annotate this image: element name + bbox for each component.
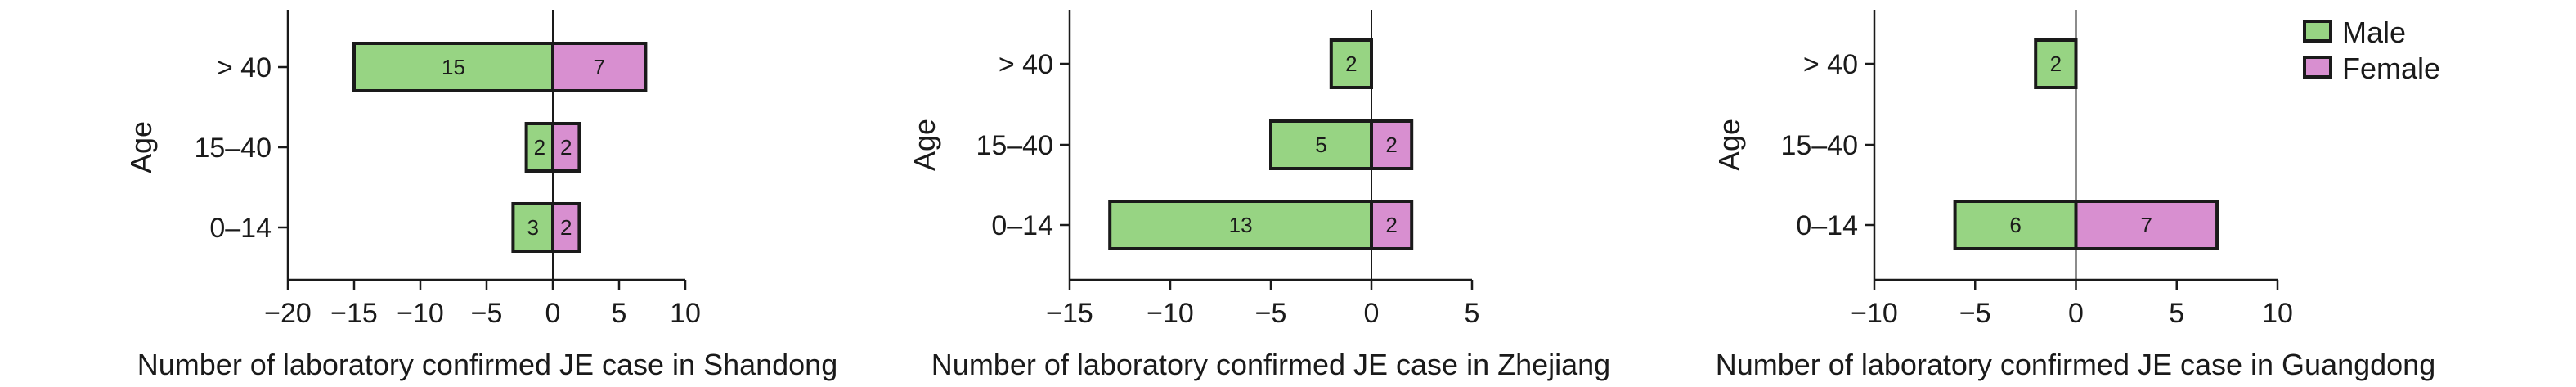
legend-swatch-male xyxy=(2303,20,2332,43)
legend-swatch-female xyxy=(2303,56,2332,79)
y-axis-title: Age xyxy=(908,119,941,171)
x-tick-label: 10 xyxy=(2262,298,2293,329)
y-tick-label: > 40 xyxy=(1803,49,1858,80)
y-axis-title: Age xyxy=(1712,119,1746,171)
y-tick-label: 15–40 xyxy=(1780,130,1858,161)
bar-label-male: 2 xyxy=(534,135,545,160)
x-tick-label: 5 xyxy=(1465,298,1480,329)
legend-label-female: Female xyxy=(2342,52,2440,85)
x-tick-label: 0 xyxy=(545,298,561,329)
x-tick-label: −15 xyxy=(330,298,378,329)
x-tick-label: −20 xyxy=(264,298,312,329)
bar-label-female: 7 xyxy=(593,55,604,79)
y-tick-label: 15–40 xyxy=(194,133,272,164)
x-tick-label: −10 xyxy=(397,298,444,329)
bar-label-male: 15 xyxy=(442,55,465,79)
bar-label-male: 2 xyxy=(1345,52,1357,76)
y-axis-title: Age xyxy=(124,121,158,173)
bar-male xyxy=(1953,200,2078,250)
x-tick-label: −15 xyxy=(1046,298,1093,329)
y-tick-label: 0–14 xyxy=(991,210,1053,241)
bar-female xyxy=(1370,200,1414,250)
x-tick-label: 5 xyxy=(612,298,627,329)
bar-female xyxy=(551,42,648,92)
bar-male xyxy=(511,202,555,253)
x-tick-label: 10 xyxy=(670,298,701,329)
x-tick-label: 0 xyxy=(1364,298,1380,329)
x-axis-title: Number of laboratory confirmed JE case i… xyxy=(1716,348,2435,381)
chart-panel-2: 2 5 2 13 2 > 40 15–40 0–14 −15 −10 −5 0 5 Number of l… xyxy=(908,10,1610,381)
chart-panel-3: 2 6 7 > 40 15–40 0–14 −10 −5 0 5 10 Number of labor… xyxy=(1712,10,2435,381)
y-tick-label: 15–40 xyxy=(976,130,1053,161)
bar-male xyxy=(1329,38,1374,89)
y-tick-label: > 40 xyxy=(999,49,1053,80)
bar-label-female: 7 xyxy=(2141,213,2152,237)
y-tick-label: > 40 xyxy=(217,52,272,83)
bar-male xyxy=(352,42,554,92)
bar-label-male: 2 xyxy=(2050,52,2062,76)
bar-male xyxy=(524,122,554,173)
bar-label-female: 2 xyxy=(560,215,572,240)
x-tick-label: −5 xyxy=(1255,298,1287,329)
bar-label-male: 3 xyxy=(527,215,538,240)
bar-female xyxy=(2074,200,2219,250)
bar-male xyxy=(2034,38,2078,89)
x-tick-label: −10 xyxy=(1851,298,1898,329)
bar-label-female: 2 xyxy=(1385,133,1397,157)
legend-label-male: Male xyxy=(2342,16,2406,49)
x-tick-label: 5 xyxy=(2169,298,2184,329)
bar-label-male: 6 xyxy=(2009,213,2021,237)
x-axis-title: Number of laboratory confirmed JE case i… xyxy=(137,348,837,381)
x-axis-title: Number of laboratory confirmed JE case i… xyxy=(931,348,1610,381)
bar-male xyxy=(1108,200,1373,250)
x-tick-label: −5 xyxy=(471,298,503,329)
x-tick-label: 0 xyxy=(2068,298,2084,329)
bar-label-male: 13 xyxy=(1229,213,1253,237)
x-tick-label: −10 xyxy=(1147,298,1194,329)
bar-label-male: 5 xyxy=(1315,133,1326,157)
bar-label-female: 2 xyxy=(560,135,572,160)
bar-female xyxy=(1370,119,1414,170)
bar-label-female: 2 xyxy=(1385,213,1397,237)
y-tick-label: 0–14 xyxy=(209,213,272,244)
y-tick-label: 0–14 xyxy=(1796,210,1858,241)
x-tick-label: −5 xyxy=(1959,298,1991,329)
